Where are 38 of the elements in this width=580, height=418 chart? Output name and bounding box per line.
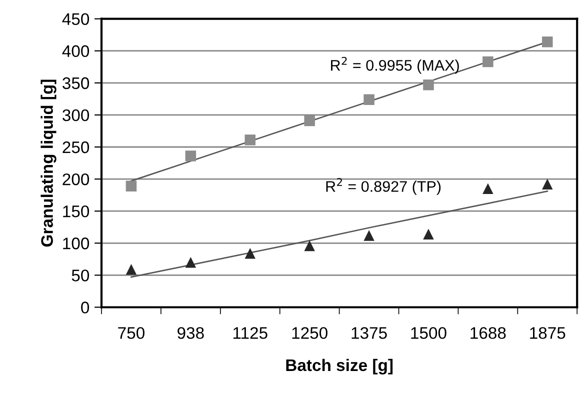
y-tick-label: 450 <box>62 13 90 26</box>
y-tick-label: 400 <box>62 45 90 58</box>
x-tick-label: 1875 <box>530 327 566 339</box>
y-tick-label: 250 <box>62 141 90 154</box>
x-tick-label: 1375 <box>352 327 387 339</box>
point <box>364 94 374 105</box>
point <box>423 79 434 90</box>
point <box>423 228 434 240</box>
point <box>482 183 494 194</box>
point <box>542 178 553 190</box>
y-tick-label: 150 <box>63 205 90 218</box>
x-tick-label: 1688 <box>470 327 506 339</box>
point <box>244 248 256 259</box>
point <box>304 240 315 252</box>
y-tick-label: 0 <box>81 302 90 314</box>
y-tick-label: 350 <box>62 77 90 90</box>
x-tick-label: 1125 <box>233 327 268 339</box>
y-tick-label: 50 <box>72 270 90 282</box>
point <box>364 230 374 241</box>
annotation: R$^{2}$ = 0.8927 (TP) <box>326 178 441 195</box>
point <box>244 134 256 146</box>
annotation: R$^{2}$ = 0.9955 (MAX) <box>331 56 459 74</box>
y-tick-label: 200 <box>62 173 90 186</box>
point <box>185 256 196 268</box>
y-tick-label: 300 <box>62 109 90 122</box>
point <box>185 150 196 162</box>
x-tick-label: 1500 <box>411 327 446 339</box>
y-axis-title: Granulating liquid [g] <box>40 80 56 247</box>
y-tick-label: 100 <box>63 238 90 250</box>
x-tick-label: 938 <box>178 327 204 339</box>
point <box>542 36 553 48</box>
point <box>126 180 137 192</box>
point <box>482 56 494 68</box>
x-tick-label: 750 <box>118 327 144 339</box>
point <box>304 115 315 126</box>
x-axis-title: Batch size [g] <box>286 358 393 374</box>
x-tick-label: 1250 <box>292 327 328 339</box>
point <box>126 264 137 275</box>
